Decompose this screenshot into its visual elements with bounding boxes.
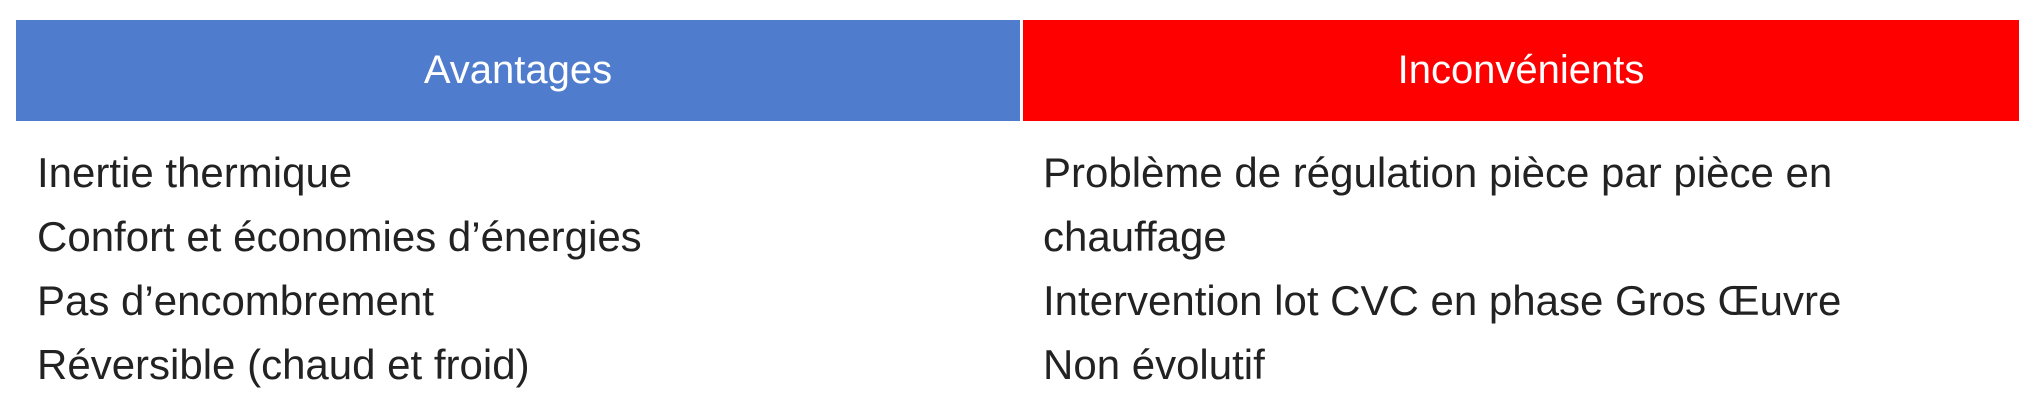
pros-cons-table: Avantages Inconvénients Inertie thermiqu… <box>16 20 2019 397</box>
table-body-row: Inertie thermique Confort et économies d… <box>16 121 2019 397</box>
disadvantages-column: Problème de régulation pièce par pièce e… <box>1023 141 2019 397</box>
header-advantages: Avantages <box>16 20 1020 121</box>
disadvantage-item: Intervention lot CVC en phase Gros Œuvre <box>1043 277 1842 324</box>
advantage-item: Confort et économies d’énergies <box>37 213 642 260</box>
table-header-row: Avantages Inconvénients <box>16 20 2019 121</box>
advantages-column: Inertie thermique Confort et économies d… <box>16 141 1023 397</box>
disadvantage-item: Non évolutif <box>1043 341 1265 388</box>
disadvantage-item: Problème de régulation pièce par pièce e… <box>1043 149 1833 196</box>
advantage-item: Réversible (chaud et froid) <box>37 341 530 388</box>
header-divider <box>1020 20 1023 121</box>
advantage-item: Pas d’encombrement <box>37 277 434 324</box>
advantage-item: Inertie thermique <box>37 149 353 196</box>
header-disadvantages: Inconvénients <box>1023 20 2019 121</box>
disadvantage-item: chauffage <box>1043 213 1227 260</box>
